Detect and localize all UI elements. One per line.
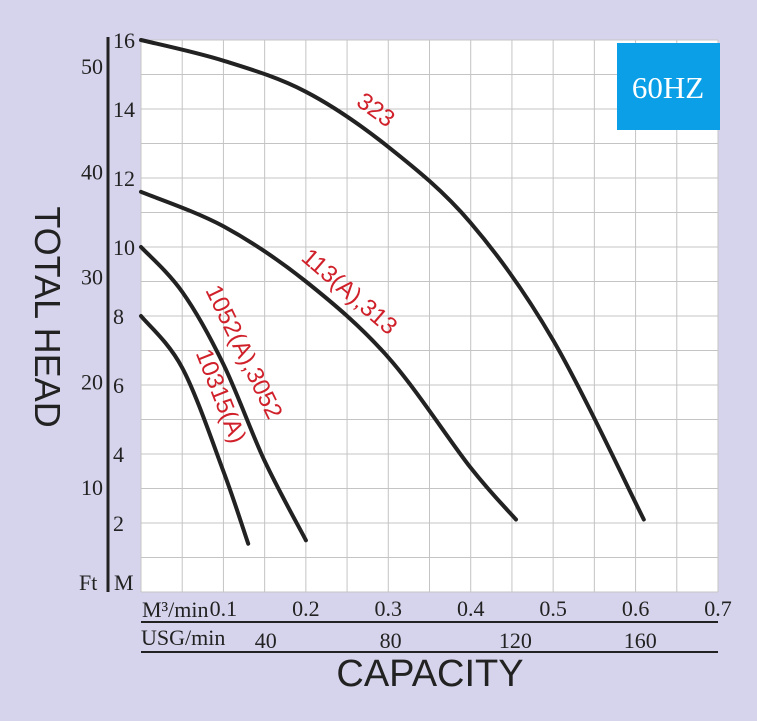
y-tick-label: 6 <box>113 373 124 398</box>
y2-tick-label: 30 <box>81 265 103 290</box>
y-tick-labels: 2 4 6 8 10 12 14 16 <box>113 28 135 536</box>
x-tick-label: 0.1 <box>210 596 238 621</box>
y-unit-secondary: Ft <box>79 570 97 595</box>
y-axis-label: TOTAL HEAD <box>27 206 68 427</box>
y-tick-label: 12 <box>113 166 135 191</box>
x2-tick-label: 160 <box>624 628 657 653</box>
series-curve <box>139 189 518 522</box>
x-axis-label: CAPACITY <box>336 653 523 695</box>
x-tick-label: 0.6 <box>622 596 650 621</box>
y-tick-label: 14 <box>113 97 135 122</box>
x2-tick-labels: 40 80 120 160 <box>255 628 657 653</box>
frequency-badge <box>617 43 720 130</box>
x-tick-label: 0.5 <box>539 596 567 621</box>
y-tick-label: 8 <box>113 304 124 329</box>
x-tick-label: 0.7 <box>704 596 732 621</box>
series-curve <box>139 245 308 543</box>
y2-tick-label: 20 <box>81 370 103 395</box>
y-tick-label: 2 <box>113 511 124 536</box>
series-curve <box>139 38 646 522</box>
y-unit-primary: M <box>114 570 134 595</box>
x-tick-labels: 0.1 0.2 0.3 0.4 0.5 0.6 0.7 <box>210 596 732 621</box>
series-curve <box>139 314 251 546</box>
y2-tick-label: 50 <box>81 54 103 79</box>
frequency-badge-label: 60HZ <box>632 70 704 105</box>
y-tick-label: 16 <box>113 28 135 53</box>
y-tick-label: 10 <box>113 235 135 260</box>
x2-tick-label: 80 <box>380 628 402 653</box>
x-tick-label: 0.4 <box>457 596 485 621</box>
x-tick-label: 0.3 <box>375 596 403 621</box>
x2-tick-label: 120 <box>499 628 532 653</box>
x-tick-label: 0.2 <box>292 596 320 621</box>
grid <box>140 39 719 593</box>
y2-tick-labels: 10 20 30 40 50 <box>81 54 103 500</box>
y2-tick-label: 10 <box>81 475 103 500</box>
y2-tick-label: 40 <box>81 159 103 184</box>
y-tick-label: 4 <box>113 442 124 467</box>
x-unit-secondary: USG/min <box>141 625 225 650</box>
x-unit-primary: M³/min <box>142 597 209 622</box>
x2-tick-label: 40 <box>255 628 277 653</box>
